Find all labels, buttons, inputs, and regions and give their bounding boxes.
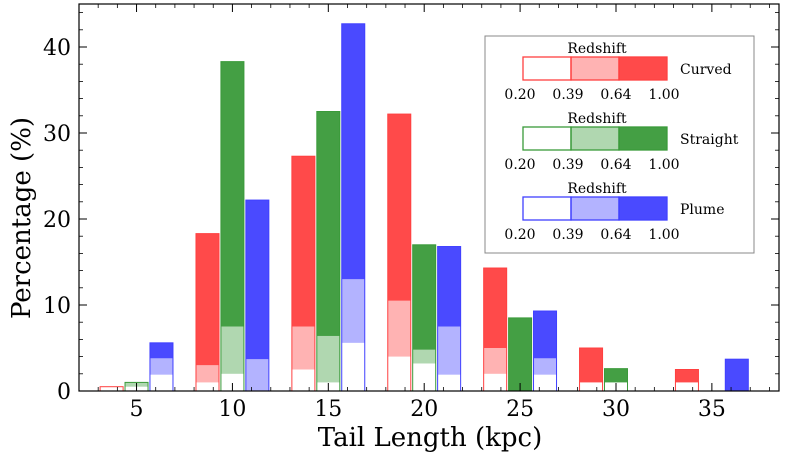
- bar-segment-curved-5-0: [100, 386, 124, 391]
- legend-edge-plume-1: 0.39: [552, 227, 583, 243]
- bar-segment-plume-20-3: [437, 246, 461, 327]
- bar-segment-straight-15-3: [316, 111, 340, 336]
- legend-edge-plume-2: 0.64: [600, 227, 631, 243]
- legend: Redshift Curved 0.20 0.39 0.64 1.00 Redshift St…: [484, 35, 755, 254]
- y-tick-label-20: 20: [43, 208, 71, 233]
- x-tick-label-20: 20: [410, 397, 438, 422]
- bar-segment-straight-10-3: [220, 61, 244, 327]
- bar-segment-straight-20-3: [412, 244, 436, 350]
- legend-edge-curved-0: 0.20: [504, 87, 535, 103]
- bar-segment-plume-20-0: [437, 374, 461, 391]
- bar-segment-curved-15-3: [291, 156, 315, 327]
- bar-segment-plume-25-1: [533, 358, 557, 375]
- bar-segment-curved-10-3: [195, 233, 219, 366]
- legend-swatch-straight-0: [522, 126, 572, 151]
- x-tick-label-5: 5: [130, 397, 144, 422]
- legend-edge-straight-1: 0.39: [552, 157, 583, 173]
- y-tick-label-10: 10: [43, 294, 71, 319]
- axes-layer: 5 10 15 20 25 30 35 0 10 20 30 40: [43, 3, 780, 422]
- bar-segment-curved-35-0: [675, 382, 699, 391]
- y-axis-label: Percentage (%): [7, 117, 37, 319]
- bar-segment-plume-10-3: [245, 200, 269, 360]
- bar-segment-curved-30-3: [579, 348, 603, 383]
- plot-frame: [78, 3, 780, 392]
- bar-segment-plume-10-1: [245, 359, 269, 391]
- legend-edge-straight-0: 0.20: [504, 157, 535, 173]
- legend-swatch-straight-2: [618, 126, 668, 151]
- x-tick-label-25: 25: [506, 397, 534, 422]
- y-tick-label-40: 40: [43, 36, 71, 61]
- legend-entry-curved: Curved: [680, 62, 732, 78]
- bar-segment-curved-10-1: [195, 365, 219, 383]
- y-tick-label-0: 0: [57, 380, 71, 405]
- bar-segment-curved-25-3: [483, 268, 507, 348]
- legend-edge-curved-3: 1.00: [648, 87, 679, 103]
- bar-segment-plume-25-0: [533, 374, 557, 391]
- y-tick-label-30: 30: [43, 122, 71, 147]
- bar-segment-straight-10-1: [220, 326, 244, 374]
- bar-segment-plume-5-3: [149, 342, 173, 359]
- x-tick-label-15: 15: [314, 397, 342, 422]
- legend-swatch-straight-1: [570, 126, 620, 151]
- bar-segment-curved-15-1: [291, 326, 315, 370]
- legend-edge-curved-1: 0.39: [552, 87, 583, 103]
- legend-title-plume: Redshift: [567, 181, 627, 197]
- bar-segment-plume-20-1: [437, 326, 461, 375]
- bar-segment-plume-15-3: [341, 23, 365, 280]
- bar-segment-curved-35-3: [675, 369, 699, 383]
- legend-swatch-plume-2: [618, 196, 668, 221]
- bar-segment-straight-30-3: [604, 368, 628, 383]
- bar-segment-plume-25-3: [533, 311, 557, 359]
- bar-segment-plume-5-0: [149, 374, 173, 391]
- legend-swatch-curved-2: [618, 56, 668, 81]
- legend-edge-plume-3: 1.00: [648, 227, 679, 243]
- legend-swatch-plume-1: [570, 196, 620, 221]
- legend-entry-plume: Plume: [680, 202, 724, 218]
- bar-segment-curved-20-3: [387, 114, 411, 301]
- bar-segment-curved-30-0: [579, 382, 603, 391]
- legend-swatch-curved-0: [522, 56, 572, 81]
- x-tick-label-30: 30: [602, 397, 630, 422]
- legend-swatch-plume-0: [522, 196, 572, 221]
- legend-edge-straight-2: 0.64: [600, 157, 631, 173]
- bar-segment-curved-20-1: [387, 300, 411, 357]
- legend-edge-plume-0: 0.20: [504, 227, 535, 243]
- legend-swatch-curved-1: [570, 56, 620, 81]
- bar-segment-curved-15-0: [291, 369, 315, 391]
- x-tick-label-10: 10: [218, 397, 246, 422]
- legend-entry-straight: Straight: [680, 132, 739, 148]
- legend-title-straight: Redshift: [567, 111, 627, 127]
- bar-segment-plume-15-1: [341, 279, 365, 343]
- x-tick-label-35: 35: [698, 397, 726, 422]
- bar-segment-curved-25-0: [483, 373, 507, 391]
- bar-segment-plume-5-1: [149, 358, 173, 375]
- bar-segment-curved-25-1: [483, 348, 507, 374]
- x-axis-label: Tail Length (kpc): [318, 423, 542, 453]
- bar-segment-straight-15-1: [316, 335, 340, 383]
- legend-edge-curved-2: 0.64: [600, 87, 631, 103]
- bar-segment-straight-10-0: [220, 373, 244, 391]
- bar-segment-straight-20-1: [412, 349, 436, 364]
- bars-layer: [99, 23, 749, 392]
- bar-segment-straight-20-0: [412, 363, 436, 391]
- bar-segment-plume-15-0: [341, 342, 365, 391]
- bar-segment-straight-25-3: [508, 317, 532, 391]
- legend-title-curved: Redshift: [567, 41, 627, 57]
- bar-segment-curved-20-0: [387, 356, 411, 391]
- bar-segment-curved-10-0: [195, 382, 219, 391]
- bar-segment-plume-35-3: [725, 359, 749, 391]
- legend-edge-straight-3: 1.00: [648, 157, 679, 173]
